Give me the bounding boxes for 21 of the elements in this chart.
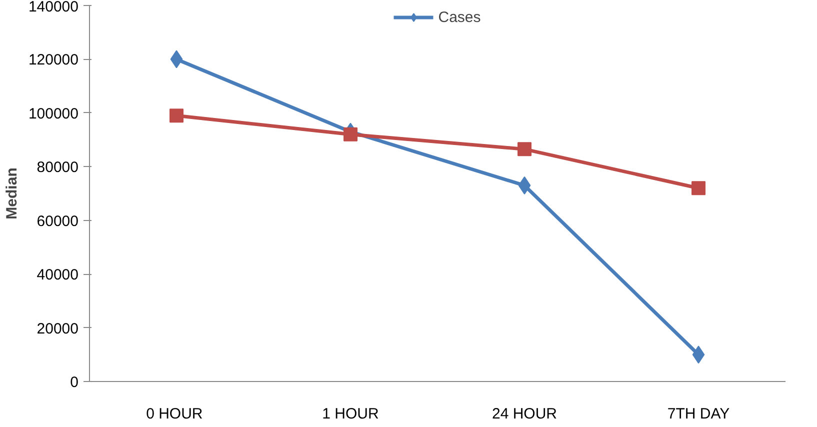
y-tick-label: 20000 bbox=[36, 320, 79, 338]
x-tick-label: 7TH DAY bbox=[667, 406, 730, 422]
legend-label: Cases bbox=[438, 8, 481, 26]
y-tick-label: 0 bbox=[70, 374, 78, 391]
point bbox=[518, 142, 532, 156]
y-tick-label: 100000 bbox=[28, 105, 79, 122]
y-tick-label: 80000 bbox=[36, 159, 79, 176]
point bbox=[170, 50, 183, 68]
point bbox=[692, 346, 705, 364]
y-tick-label: 60000 bbox=[36, 212, 79, 230]
point bbox=[518, 176, 531, 194]
x-tick-label: 1 HOUR bbox=[322, 406, 380, 422]
point bbox=[344, 127, 358, 142]
y-axis-title: Median bbox=[3, 168, 20, 220]
y-tick-label: 140000 bbox=[28, 0, 79, 16]
point bbox=[692, 181, 706, 196]
x-tick-label: 24 HOUR bbox=[492, 406, 558, 422]
x-tick-label: 0 HOUR bbox=[146, 406, 203, 422]
y-tick-label: 120000 bbox=[28, 52, 79, 69]
y-tick-label: 40000 bbox=[36, 266, 79, 284]
point bbox=[170, 108, 184, 123]
